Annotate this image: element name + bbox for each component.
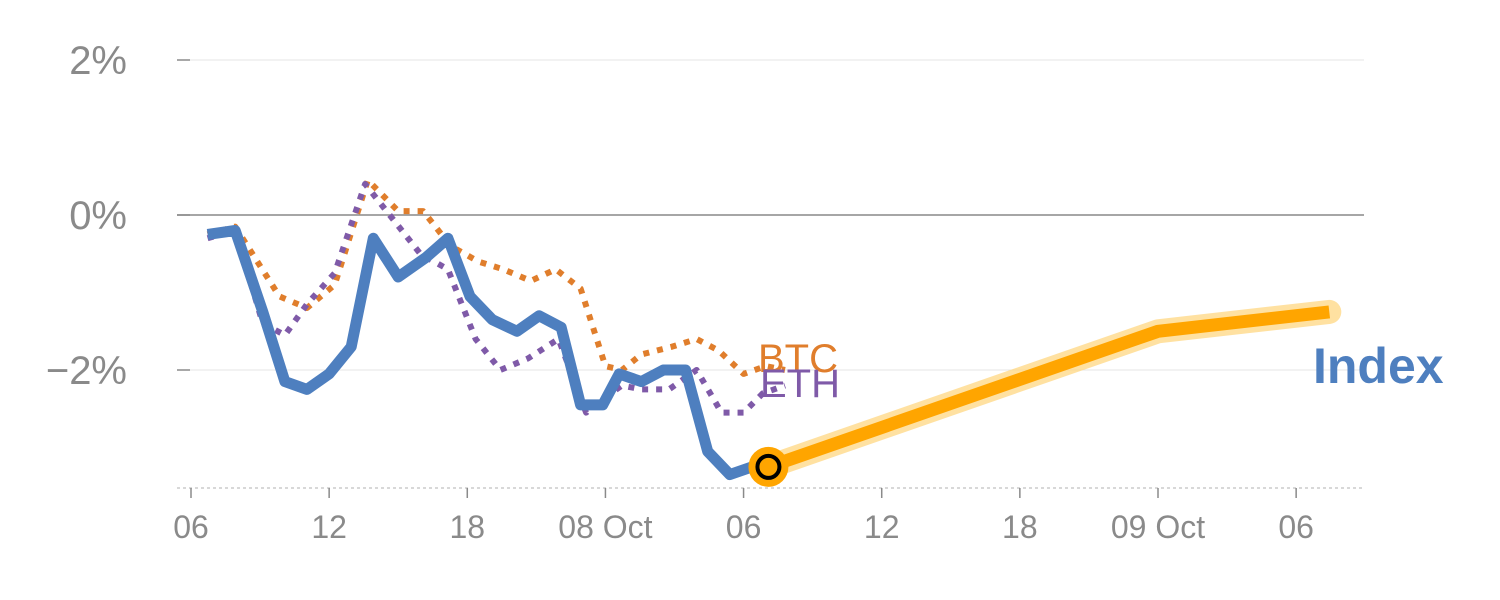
x-tick-label: 18 xyxy=(1002,509,1038,545)
x-tick-label: 06 xyxy=(173,509,209,545)
series-line-eth xyxy=(206,181,786,416)
series-line-btc xyxy=(206,177,786,377)
x-tick-label: 06 xyxy=(726,509,762,545)
x-tick-label: 06 xyxy=(1278,509,1314,545)
x-tick-label: 12 xyxy=(864,509,900,545)
series-labels: BTC ETH Index xyxy=(758,337,1444,406)
y-tick-label: 2% xyxy=(69,39,127,83)
grid-layer: 2% 0% −2% xyxy=(46,39,1364,393)
y-tick-label: 0% xyxy=(69,194,127,238)
y-tick-label: −2% xyxy=(46,349,127,393)
series-label-index: Index xyxy=(1313,338,1444,394)
x-tick-label: 18 xyxy=(449,509,485,545)
current-point-marker xyxy=(755,453,782,480)
series-line-index xyxy=(206,225,769,481)
series-line-forecast xyxy=(766,305,1331,474)
series-label-eth: ETH xyxy=(760,362,840,406)
x-tick-label: 08 Oct xyxy=(558,509,652,545)
series-layer xyxy=(206,177,1342,487)
x-tick-label: 09 Oct xyxy=(1111,509,1205,545)
series-label-btc: BTC xyxy=(758,337,838,381)
x-axis: 06 12 18 08 Oct 06 12 18 09 Oct 06 xyxy=(173,487,1364,545)
x-tick-label: 12 xyxy=(311,509,347,545)
